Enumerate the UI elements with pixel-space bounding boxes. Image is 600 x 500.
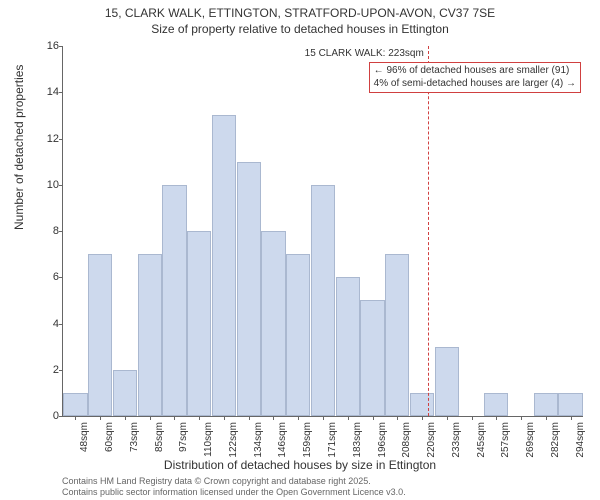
x-tick-mark <box>125 416 126 420</box>
x-tick-label: 245sqm <box>476 422 487 458</box>
x-tick-mark <box>298 416 299 420</box>
x-tick-mark <box>546 416 547 420</box>
y-tick-mark <box>59 277 63 278</box>
x-tick-label: 269sqm <box>525 422 536 458</box>
histogram-bar <box>138 254 162 416</box>
x-tick-label: 122sqm <box>228 422 239 458</box>
histogram-bar <box>113 370 137 416</box>
x-tick-mark <box>199 416 200 420</box>
histogram-bar <box>311 185 335 416</box>
y-tick-label: 12 <box>31 133 59 145</box>
histogram-bar <box>534 393 558 416</box>
x-tick-mark <box>174 416 175 420</box>
histogram-bar <box>410 393 434 416</box>
y-tick-mark <box>59 324 63 325</box>
x-tick-label: 97sqm <box>178 422 189 452</box>
y-tick-mark <box>59 416 63 417</box>
histogram-bar <box>336 277 360 416</box>
annotation-box: ← 96% of detached houses are smaller (91… <box>369 62 581 93</box>
x-tick-mark <box>422 416 423 420</box>
x-tick-mark <box>397 416 398 420</box>
title-line-1: 15, CLARK WALK, ETTINGTON, STRATFORD-UPO… <box>0 6 600 22</box>
y-tick-mark <box>59 231 63 232</box>
y-tick-mark <box>59 92 63 93</box>
x-tick-mark <box>150 416 151 420</box>
x-tick-mark <box>348 416 349 420</box>
x-tick-label: 282sqm <box>550 422 561 458</box>
x-tick-label: 134sqm <box>253 422 264 458</box>
x-tick-mark <box>323 416 324 420</box>
reference-vline <box>428 46 429 416</box>
y-tick-label: 14 <box>31 86 59 98</box>
x-tick-label: 171sqm <box>327 422 338 458</box>
footer-line-2: Contains public sector information licen… <box>62 487 406 498</box>
x-tick-mark <box>100 416 101 420</box>
histogram-bar <box>484 393 508 416</box>
histogram-bar <box>286 254 310 416</box>
x-tick-label: 48sqm <box>79 422 90 452</box>
x-tick-label: 257sqm <box>500 422 511 458</box>
y-axis-label: Number of detached properties <box>12 65 26 230</box>
x-tick-mark <box>224 416 225 420</box>
x-tick-label: 208sqm <box>401 422 412 458</box>
annotation-line-2: 4% of semi-detached houses are larger (4… <box>374 78 576 91</box>
footer-line-1: Contains HM Land Registry data © Crown c… <box>62 476 406 487</box>
histogram-bar <box>187 231 211 416</box>
x-tick-label: 294sqm <box>575 422 586 458</box>
x-tick-label: 220sqm <box>426 422 437 458</box>
y-tick-label: 16 <box>31 40 59 52</box>
x-tick-mark <box>373 416 374 420</box>
x-tick-label: 233sqm <box>451 422 462 458</box>
x-tick-label: 60sqm <box>104 422 115 452</box>
histogram-bar <box>435 347 459 416</box>
x-tick-label: 183sqm <box>352 422 363 458</box>
chart-container: 15, CLARK WALK, ETTINGTON, STRATFORD-UPO… <box>0 0 600 500</box>
x-tick-mark <box>521 416 522 420</box>
chart-title: 15, CLARK WALK, ETTINGTON, STRATFORD-UPO… <box>0 0 600 37</box>
x-tick-mark <box>571 416 572 420</box>
annotation-line-1: ← 96% of detached houses are smaller (91… <box>374 65 576 78</box>
y-tick-label: 6 <box>31 271 59 283</box>
x-tick-label: 196sqm <box>377 422 388 458</box>
x-tick-mark <box>447 416 448 420</box>
x-tick-label: 85sqm <box>154 422 165 452</box>
histogram-bar <box>88 254 112 416</box>
histogram-bar <box>63 393 87 416</box>
x-tick-label: 146sqm <box>277 422 288 458</box>
y-tick-label: 2 <box>31 364 59 376</box>
histogram-bar <box>261 231 285 416</box>
histogram-bar <box>558 393 582 416</box>
histogram-bar <box>385 254 409 416</box>
y-tick-label: 0 <box>31 410 59 422</box>
histogram-bar <box>237 162 261 416</box>
title-line-2: Size of property relative to detached ho… <box>0 22 600 38</box>
x-tick-mark <box>273 416 274 420</box>
x-tick-mark <box>75 416 76 420</box>
y-tick-label: 10 <box>31 179 59 191</box>
x-tick-mark <box>472 416 473 420</box>
x-tick-mark <box>496 416 497 420</box>
footer-attribution: Contains HM Land Registry data © Crown c… <box>62 476 406 498</box>
plot-region: 024681012141648sqm60sqm73sqm85sqm97sqm11… <box>62 46 583 417</box>
chart-area: 024681012141648sqm60sqm73sqm85sqm97sqm11… <box>62 46 582 416</box>
histogram-bar <box>212 115 236 416</box>
x-tick-label: 159sqm <box>302 422 313 458</box>
annotation-title: 15 CLARK WALK: 223sqm <box>305 48 424 59</box>
histogram-bar <box>360 300 384 416</box>
y-tick-label: 8 <box>31 225 59 237</box>
x-tick-label: 110sqm <box>203 422 214 457</box>
y-tick-label: 4 <box>31 318 59 330</box>
x-tick-label: 73sqm <box>129 422 140 452</box>
y-tick-mark <box>59 185 63 186</box>
histogram-bar <box>162 185 186 416</box>
x-tick-mark <box>249 416 250 420</box>
y-tick-mark <box>59 370 63 371</box>
y-tick-mark <box>59 46 63 47</box>
x-axis-label: Distribution of detached houses by size … <box>0 458 600 472</box>
y-tick-mark <box>59 139 63 140</box>
